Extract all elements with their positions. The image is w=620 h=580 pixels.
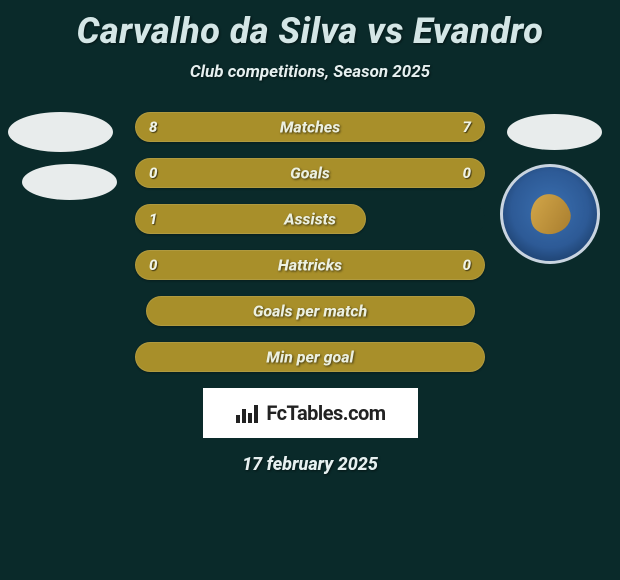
stat-value-left: 0 <box>149 164 157 182</box>
stat-label: Goals per match <box>253 302 367 321</box>
player-left-badge-1 <box>8 112 113 152</box>
stat-value-left: 1 <box>149 210 157 228</box>
bar-chart-icon <box>234 403 260 423</box>
stat-label: Assists <box>284 210 336 229</box>
stat-value-right: 0 <box>463 256 471 274</box>
stat-row-goals-per-match: Goals per match <box>135 296 485 326</box>
stat-value-left: 8 <box>149 118 157 136</box>
comparison-content: 8 Matches 7 0 Goals 0 1 Assists 0 Hattri… <box>0 112 620 475</box>
stat-value-right: 0 <box>463 164 471 182</box>
stat-label: Goals <box>290 164 330 183</box>
player-right-badge-1 <box>507 114 602 150</box>
stat-row-assists: 1 Assists <box>135 204 485 234</box>
stat-value-left: 0 <box>149 256 157 274</box>
brand-box[interactable]: FcTables.com <box>203 388 418 438</box>
stat-label: Hattricks <box>278 256 342 275</box>
stat-rows: 8 Matches 7 0 Goals 0 1 Assists 0 Hattri… <box>135 112 485 372</box>
stat-row-goals: 0 Goals 0 <box>135 158 485 188</box>
footer-date: 17 february 2025 <box>0 454 620 475</box>
stat-label: Min per goal <box>266 348 353 367</box>
player-left-badge-2 <box>22 164 117 200</box>
page-title: Carvalho da Silva vs Evandro <box>0 0 620 52</box>
stat-row-matches: 8 Matches 7 <box>135 112 485 142</box>
player-right-club-crest-icon <box>500 164 600 264</box>
stat-row-min-per-goal: Min per goal <box>135 342 485 372</box>
stat-row-hattricks: 0 Hattricks 0 <box>135 250 485 280</box>
stat-label: Matches <box>280 118 340 137</box>
page-subtitle: Club competitions, Season 2025 <box>0 62 620 82</box>
brand-text: FcTables.com <box>266 401 385 425</box>
stat-value-right: 7 <box>463 118 471 136</box>
